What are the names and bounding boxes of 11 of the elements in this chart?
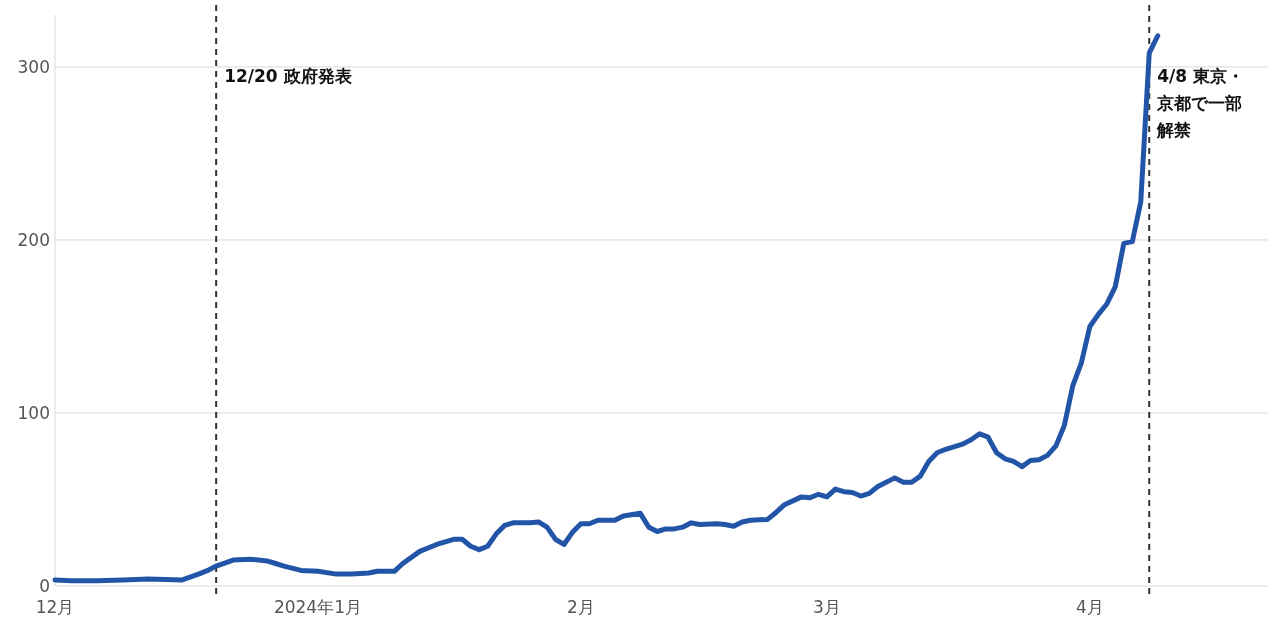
- x-tick-label: 2月: [567, 597, 595, 617]
- y-tick-label: 0: [39, 576, 50, 596]
- y-tick-label: 100: [17, 402, 50, 423]
- y-tick-label: 200: [17, 229, 50, 250]
- x-tick-label: 2024年1月: [273, 597, 362, 617]
- ref-line-label: 4/8 東京・京都で一部解禁: [1156, 66, 1245, 140]
- y-tick-label: 300: [17, 56, 50, 77]
- ref-line-label: 12/20 政府発表: [224, 66, 353, 86]
- x-tick-label: 12月: [35, 597, 75, 617]
- x-tick-label: 3月: [813, 597, 841, 617]
- x-tick-label: 4月: [1075, 597, 1104, 617]
